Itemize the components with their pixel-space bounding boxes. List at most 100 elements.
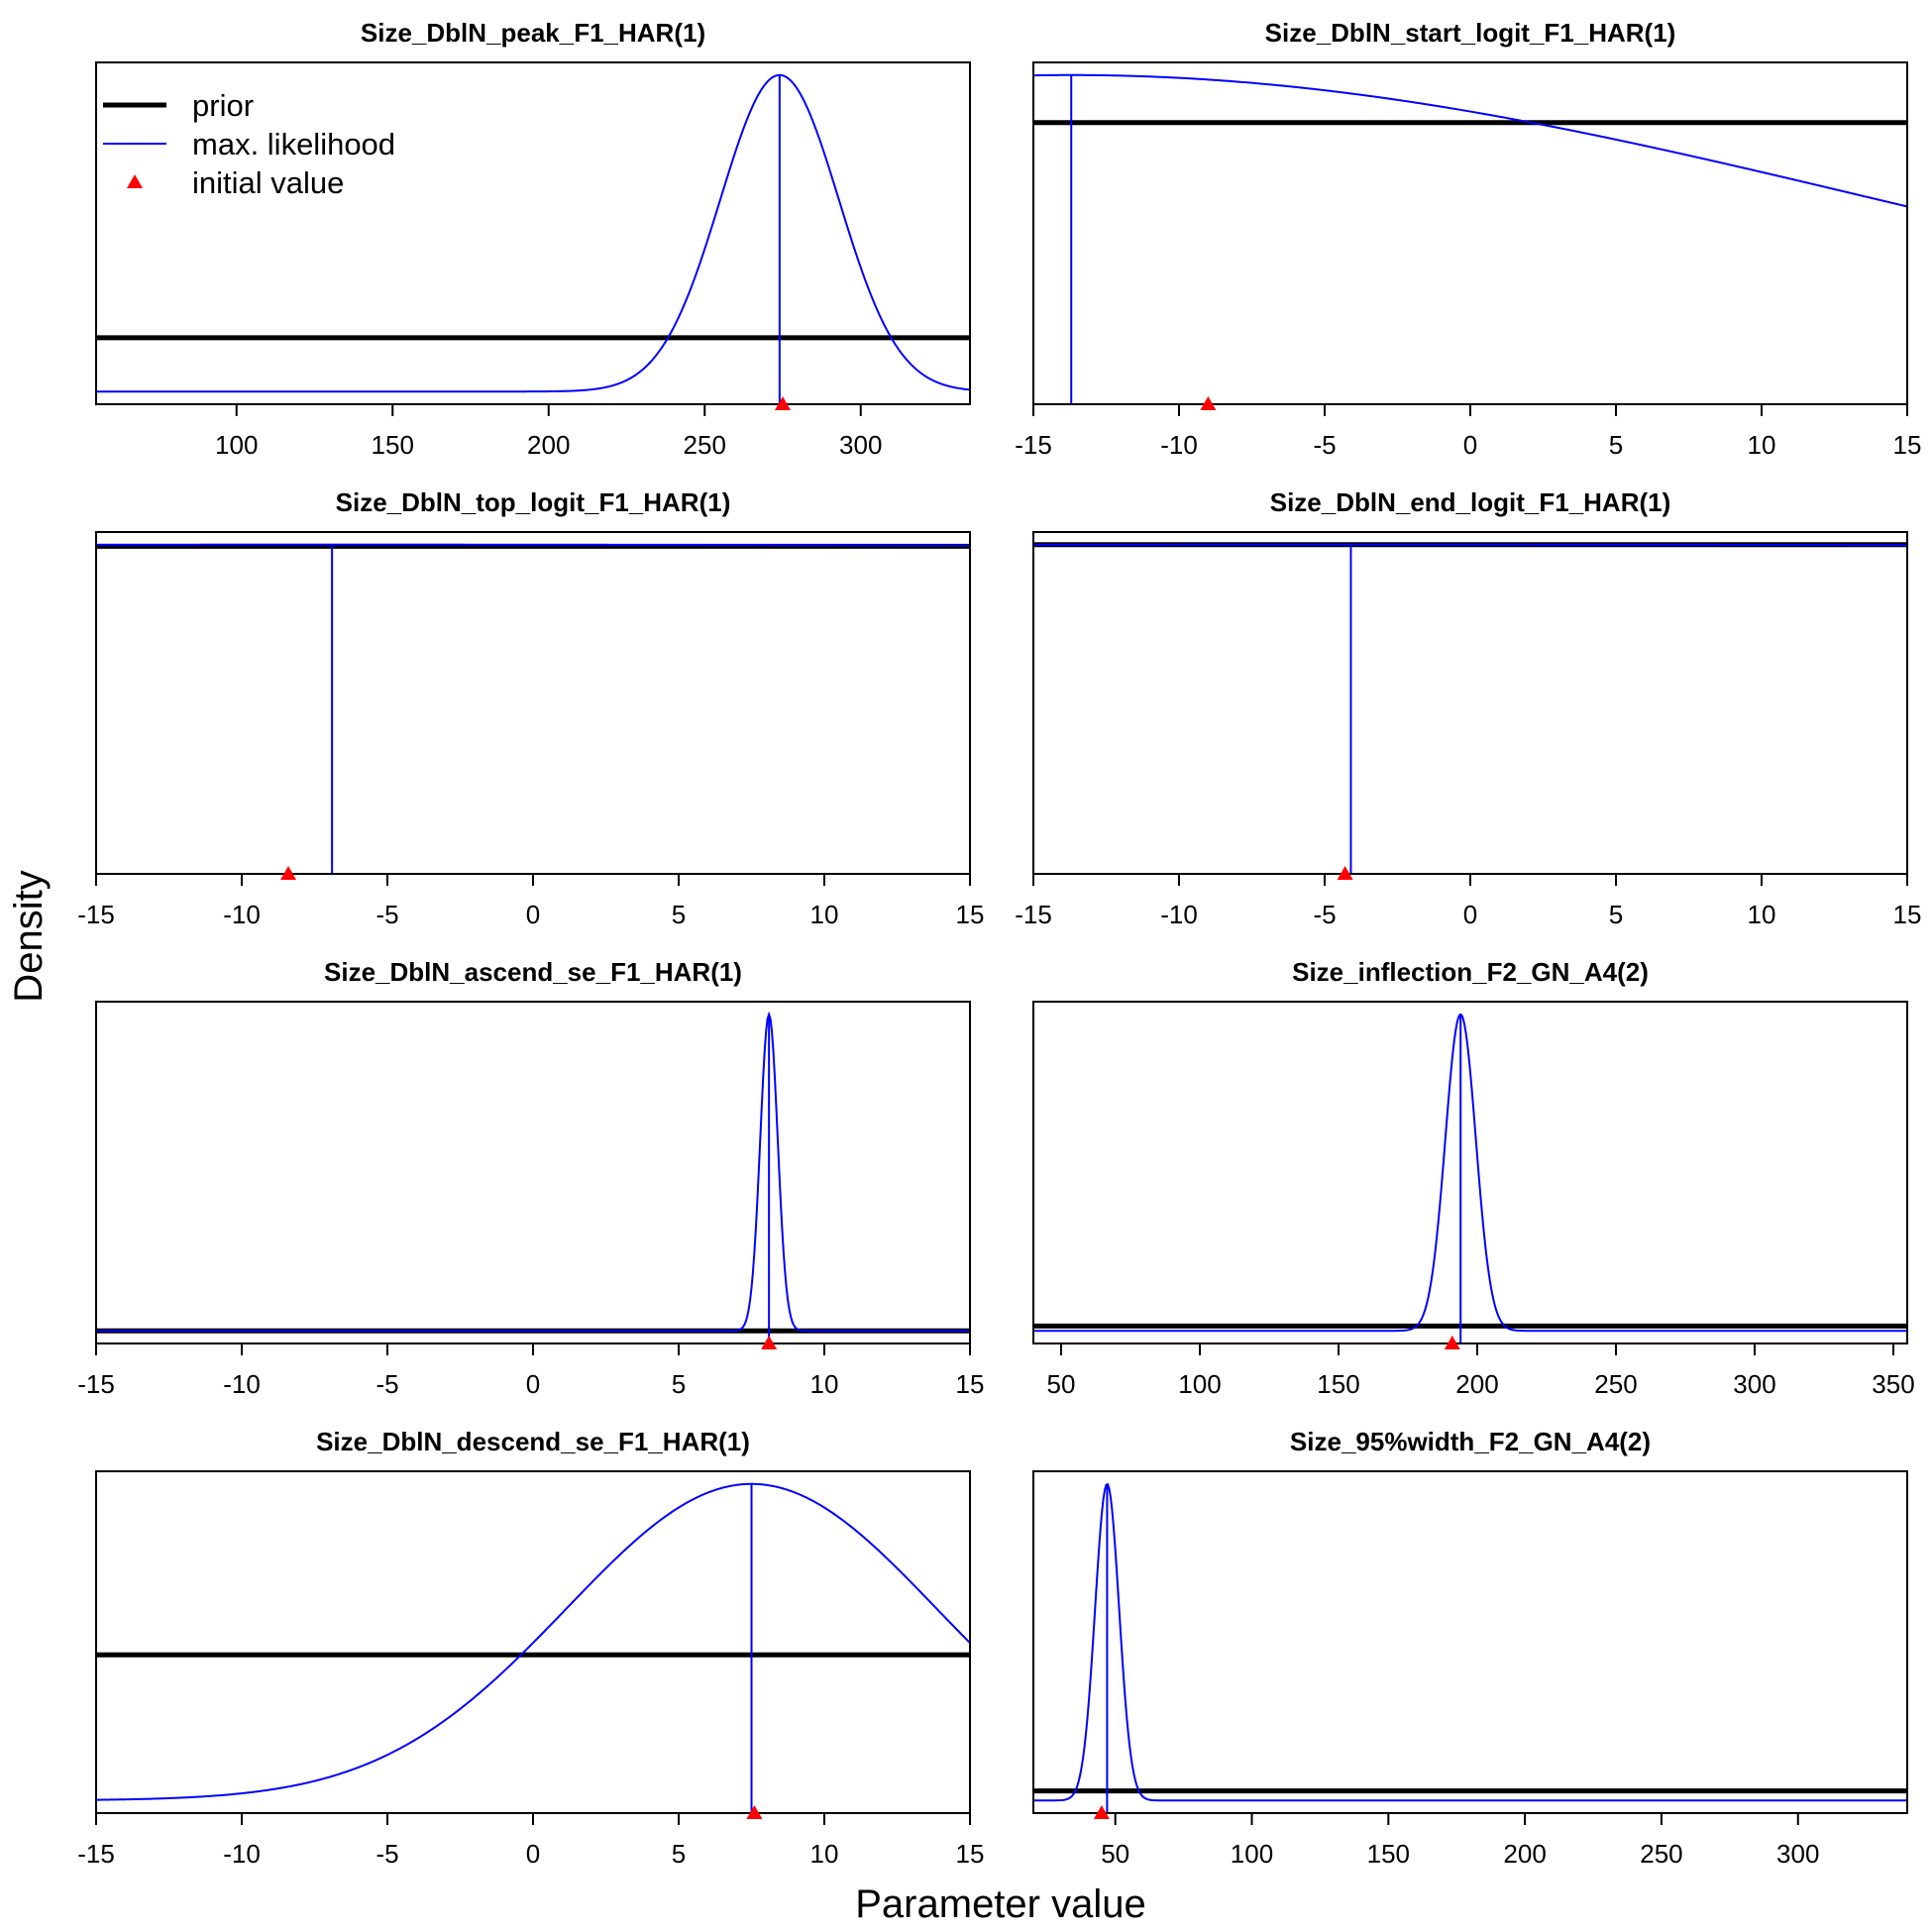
x-tick-label: 5 xyxy=(672,1839,686,1869)
x-tick-label: -5 xyxy=(376,900,398,929)
x-tick-label: -5 xyxy=(376,1369,398,1399)
x-tick-label: 10 xyxy=(1748,430,1776,460)
panel-2: Size_DblN_start_logit_F1_HAR(1) -15 -10 -5 0… xyxy=(1015,18,1921,460)
x-tick-label: -15 xyxy=(77,900,115,929)
panel-title: Size_DblN_ascend_se_F1_HAR(1) xyxy=(324,957,742,987)
initial-value-marker xyxy=(746,1805,763,1819)
panel-frame xyxy=(1032,1001,1908,1344)
plot-area xyxy=(96,543,970,874)
x-axis-title: Parameter value xyxy=(855,1882,1145,1926)
x-tick-label: 200 xyxy=(527,430,570,460)
x-tick-label: 50 xyxy=(1101,1839,1129,1869)
panel-title: Size_95%width_F2_GN_A4(2) xyxy=(1290,1427,1651,1456)
panel-title: Size_DblN_peak_F1_HAR(1) xyxy=(361,18,705,48)
plot-area xyxy=(96,1011,970,1343)
panels: Size_DblN_peak_F1_HAR(1)100 150 200 250 300S… xyxy=(77,18,1921,1869)
x-tick-label: -10 xyxy=(1160,900,1198,929)
initial-value-marker xyxy=(1444,1336,1460,1349)
x-tick-label: 0 xyxy=(526,1369,540,1399)
x-tick-label: 100 xyxy=(1231,1839,1273,1869)
panel-frame xyxy=(95,531,971,875)
x-tick-label: 300 xyxy=(1733,1369,1775,1399)
panel-frame xyxy=(95,1001,971,1344)
mle-curve xyxy=(96,543,970,547)
x-tick-label: 300 xyxy=(839,430,882,460)
initial-value-marker xyxy=(1200,396,1217,410)
legend-label: max. likelihood xyxy=(192,127,395,161)
initial-value-marker xyxy=(775,396,791,410)
x-tick-label: -5 xyxy=(376,1839,398,1869)
x-tick-label: 200 xyxy=(1503,1839,1546,1869)
panel-6: Size_inflection_F2_GN_A4(2) 50 100 150 200 25… xyxy=(1032,957,1915,1399)
x-tick-label: -10 xyxy=(223,900,261,929)
plot-area xyxy=(1033,73,1907,404)
plot-area xyxy=(1033,1013,1907,1343)
initial-value-marker xyxy=(1093,1805,1110,1819)
mle-curve xyxy=(1033,73,1907,208)
legend-item-3: initial value xyxy=(127,165,344,200)
x-tick-label: 0 xyxy=(1463,900,1477,929)
x-tick-label: 15 xyxy=(1893,430,1922,460)
panel-1: Size_DblN_peak_F1_HAR(1) 100 150 200 250 300 xyxy=(95,18,971,460)
plot-area xyxy=(96,73,970,404)
legend-label: initial value xyxy=(192,165,344,200)
x-tick-label: 0 xyxy=(526,1839,540,1869)
mle-curve xyxy=(1033,1013,1907,1333)
legend-swatch xyxy=(127,174,143,188)
panel-8: Size_95%width_F2_GN_A4(2) 50 100 150 200 250 3… xyxy=(1032,1427,1908,1869)
panel-frame xyxy=(95,61,971,405)
panel-title: Size_DblN_start_logit_F1_HAR(1) xyxy=(1265,18,1676,48)
x-tick-label: 350 xyxy=(1872,1369,1914,1399)
panel-title: Size_inflection_F2_GN_A4(2) xyxy=(1292,957,1649,987)
legend-label: prior xyxy=(192,88,254,123)
x-tick-label: 10 xyxy=(1748,900,1776,929)
mle-curve xyxy=(96,1011,970,1333)
plot-area xyxy=(1033,1482,1907,1813)
panel-frame xyxy=(1032,531,1908,875)
x-tick-label: -15 xyxy=(1015,430,1052,460)
x-tick-label: 10 xyxy=(810,1369,839,1399)
x-tick-label: 300 xyxy=(1776,1839,1819,1869)
x-tick-label: -15 xyxy=(77,1839,115,1869)
initial-value-marker xyxy=(1337,866,1353,880)
x-tick-label: 15 xyxy=(956,900,985,929)
x-tick-label: 250 xyxy=(684,430,726,460)
x-tick-label: 5 xyxy=(672,900,686,929)
panel-frame xyxy=(1032,61,1908,405)
mle-curve xyxy=(1033,1482,1907,1802)
x-tick-label: -10 xyxy=(223,1839,261,1869)
legend-item-1: prior xyxy=(103,88,254,123)
panel-4: Size_DblN_end_logit_F1_HAR(1) -15 -10 -5 0 5 1… xyxy=(1015,487,1921,929)
x-tick-label: 200 xyxy=(1455,1369,1498,1399)
panel-5: Size_DblN_ascend_se_F1_HAR(1) -15 -10 -5 0 5 1… xyxy=(77,957,984,1399)
x-tick-label: 250 xyxy=(1640,1839,1682,1869)
x-tick-label: 5 xyxy=(1609,900,1623,929)
mle-curve xyxy=(96,1482,970,1801)
x-tick-label: 100 xyxy=(1178,1369,1221,1399)
initial-value-marker xyxy=(761,1336,778,1349)
x-tick-label: 150 xyxy=(1367,1839,1410,1869)
x-tick-label: 150 xyxy=(1317,1369,1359,1399)
initial-value-marker xyxy=(280,866,297,880)
x-tick-label: -15 xyxy=(77,1369,115,1399)
plot-area xyxy=(1033,542,1907,874)
plot-area xyxy=(96,1482,970,1813)
x-tick-label: -10 xyxy=(223,1369,261,1399)
x-tick-label: -15 xyxy=(1015,900,1052,929)
x-tick-label: 250 xyxy=(1594,1369,1637,1399)
x-tick-label: 5 xyxy=(1609,430,1623,460)
x-tick-label: 10 xyxy=(810,900,839,929)
panel-title: Size_DblN_top_logit_F1_HAR(1) xyxy=(336,487,731,517)
x-tick-label: 0 xyxy=(526,900,540,929)
x-tick-label: 100 xyxy=(215,430,258,460)
panel-3: Size_DblN_top_logit_F1_HAR(1) -15 -10 -5 0 5 1… xyxy=(77,487,984,929)
x-tick-label: 15 xyxy=(956,1369,985,1399)
x-tick-label: 10 xyxy=(810,1839,839,1869)
legend: prior max. likelihood initial value xyxy=(103,88,395,200)
mle-curve xyxy=(96,73,970,393)
legend-item-2: max. likelihood xyxy=(103,127,395,161)
panel-7: Size_DblN_descend_se_F1_HAR(1) -15 -10 -5 0 5… xyxy=(77,1427,984,1869)
x-tick-label: 5 xyxy=(672,1369,686,1399)
x-tick-label: 15 xyxy=(956,1839,985,1869)
